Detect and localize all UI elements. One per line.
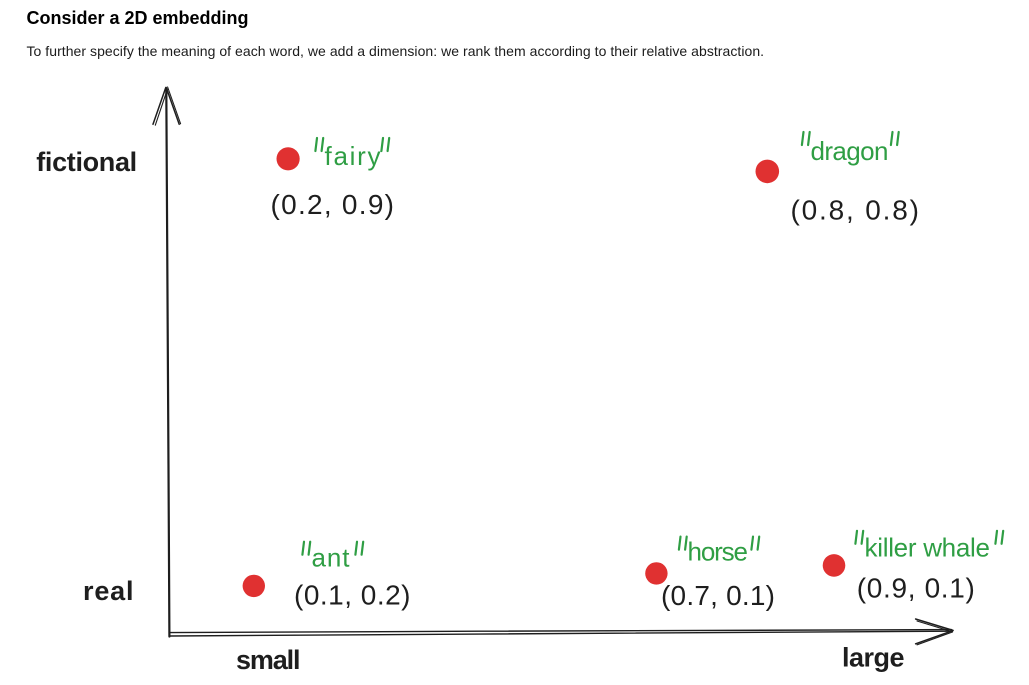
- svg-text:(0.7, 0.1): (0.7, 0.1): [661, 580, 775, 611]
- svg-text:small: small: [236, 645, 301, 675]
- svg-text:large: large: [842, 643, 905, 673]
- svg-text:fictional: fictional: [36, 147, 137, 177]
- svg-text:ant: ant: [312, 542, 351, 572]
- svg-text:(0.8, 0.8): (0.8, 0.8): [791, 195, 920, 226]
- svg-text:(0.1, 0.2): (0.1, 0.2): [294, 580, 411, 611]
- svg-text:real: real: [83, 576, 134, 606]
- svg-text:(0.2, 0.9): (0.2, 0.9): [271, 189, 395, 220]
- svg-text:(0.9, 0.1): (0.9, 0.1): [857, 573, 975, 604]
- svg-text:horse: horse: [688, 537, 749, 567]
- svg-text:dragon: dragon: [811, 136, 889, 166]
- svg-text:killer whale: killer whale: [865, 533, 991, 563]
- svg-text:fairy: fairy: [325, 141, 381, 171]
